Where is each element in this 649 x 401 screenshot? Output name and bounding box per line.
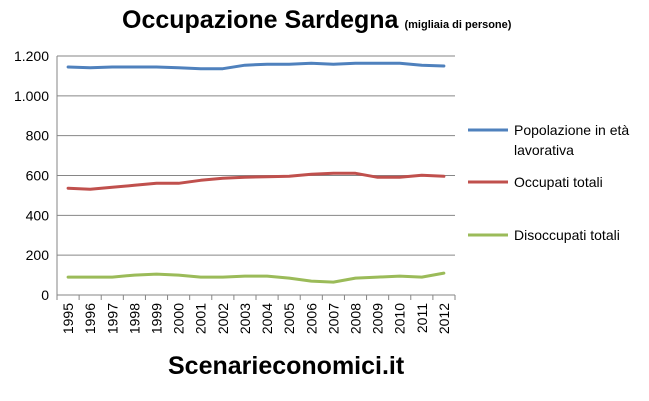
legend-label: Popolazione in età lavorativa: [514, 122, 629, 158]
x-tick-label: 1996: [82, 303, 98, 334]
legend-label: Occupati totali: [514, 174, 603, 190]
legend-label-line: Disoccupati totali: [514, 227, 620, 243]
x-tick-label: 2007: [325, 303, 341, 334]
x-tick-label: 1999: [149, 303, 165, 334]
x-tick-label: 1997: [104, 303, 120, 334]
x-tick-label: 2001: [193, 303, 209, 334]
y-tick-label: 0: [41, 287, 49, 303]
y-tick-label: 1.000: [14, 88, 49, 104]
legend: Popolazione in età lavorativa Occupati tot…: [468, 122, 629, 243]
legend-label: Disoccupati totali: [514, 227, 620, 243]
y-tick-label: 600: [26, 168, 50, 184]
x-tick-label: 2010: [392, 303, 408, 334]
x-tick-label: 2004: [259, 303, 275, 334]
x-tick-label: 2012: [436, 303, 452, 334]
chart-subtitle: (migliaia di persone): [404, 19, 512, 31]
x-tick-label: 1995: [60, 303, 76, 334]
legend-label-line: Popolazione in età: [514, 122, 629, 138]
legend-label-line: Occupati totali: [514, 174, 603, 190]
x-tick-label: 2002: [215, 303, 231, 334]
x-tick-label: 2006: [303, 303, 319, 334]
y-tick-label: 200: [26, 247, 50, 263]
x-tick-label: 2008: [348, 303, 364, 334]
x-tick-label: 2005: [281, 303, 297, 334]
axes: 0 200 400 600 800 1.000 1.200 1995 1996 1997 1998 1…: [14, 48, 456, 334]
x-tick-label: 2009: [370, 303, 386, 334]
legend-label-line: lavorativa: [514, 142, 574, 158]
chart-title-text: Occupazione Sardegna: [122, 6, 399, 34]
y-tick-label: 1.200: [14, 48, 49, 64]
series-lines: [66, 61, 446, 284]
chart-title: Occupazione Sardegna (migliaia di persone…: [122, 6, 511, 35]
x-tick-label: 2011: [414, 303, 430, 333]
gridlines: [57, 55, 455, 256]
series-line: [66, 61, 446, 71]
x-tick-label: 1998: [126, 303, 142, 334]
x-tick-label: 2003: [237, 303, 253, 334]
watermark-text: Scenarieconomici.it: [168, 352, 405, 380]
series-line: [66, 271, 446, 284]
series-line: [66, 171, 446, 191]
y-tick-label: 400: [26, 207, 50, 223]
y-tick-label: 800: [26, 128, 50, 144]
x-tick-label: 2000: [171, 303, 187, 334]
